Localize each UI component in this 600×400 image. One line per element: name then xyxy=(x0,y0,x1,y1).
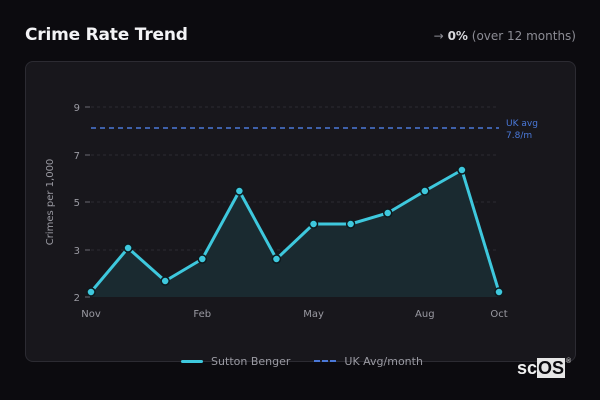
data-point[interactable] xyxy=(308,219,319,229)
data-point[interactable] xyxy=(345,219,356,229)
data-point[interactable] xyxy=(234,186,245,196)
data-point[interactable] xyxy=(271,254,282,264)
legend-item-uk-avg[interactable]: UK Avg/month xyxy=(314,353,423,369)
legend-avg-label: UK Avg/month xyxy=(344,354,423,368)
data-point[interactable] xyxy=(494,287,504,297)
data-point[interactable] xyxy=(420,186,430,196)
registered-mark: ® xyxy=(566,358,572,365)
series-area-fill xyxy=(91,170,499,297)
y-tick-label: 5 xyxy=(74,198,80,209)
legend-item-series[interactable]: Sutton Benger xyxy=(181,353,290,369)
legend-series-label: Sutton Benger xyxy=(211,354,291,368)
data-point[interactable] xyxy=(197,254,208,264)
brand-logo: scOS ® xyxy=(517,358,571,379)
y-tick-label: 7 xyxy=(74,151,80,162)
trend-arrow-icon: → xyxy=(433,29,444,43)
chart-title: Crime Rate Trend xyxy=(25,25,188,45)
y-tick-label: 3 xyxy=(74,246,80,257)
brand-highlight: OS xyxy=(537,358,566,378)
trend-period: (over 12 months) xyxy=(471,29,576,43)
x-tick-label: Oct xyxy=(490,309,507,320)
data-point[interactable] xyxy=(86,287,96,297)
solid-line-swatch-icon xyxy=(181,359,204,363)
y-axis: 2 3 5 7 9 xyxy=(74,103,90,304)
trend-summary: → 0% (over 12 months) xyxy=(434,29,576,43)
data-point[interactable] xyxy=(160,276,170,286)
data-point[interactable] xyxy=(457,165,467,175)
x-tick-label: Feb xyxy=(193,309,211,320)
dashed-line-swatch-icon xyxy=(314,360,337,362)
y-tick-label: 2 xyxy=(74,293,80,304)
x-axis: Nov Feb May Aug Oct xyxy=(81,309,507,320)
y-axis-label: Crimes per 1,000 xyxy=(45,159,56,246)
data-point[interactable] xyxy=(382,208,393,218)
x-tick-label: Nov xyxy=(81,309,101,320)
chart-card xyxy=(25,61,576,362)
x-tick-label: Aug xyxy=(415,309,435,320)
uk-average-value-annotation: 7.8/m xyxy=(506,131,532,141)
brand-prefix: sc xyxy=(517,358,538,378)
trend-value: 0% xyxy=(447,29,468,43)
data-points xyxy=(86,165,504,297)
x-tick-label: May xyxy=(303,309,324,320)
chart-legend: Sutton Benger UK Avg/month xyxy=(0,353,600,369)
y-tick-label: 9 xyxy=(74,103,80,114)
data-point[interactable] xyxy=(123,243,133,253)
uk-average-annotation: UK avg xyxy=(506,119,538,129)
series-line xyxy=(89,168,501,293)
